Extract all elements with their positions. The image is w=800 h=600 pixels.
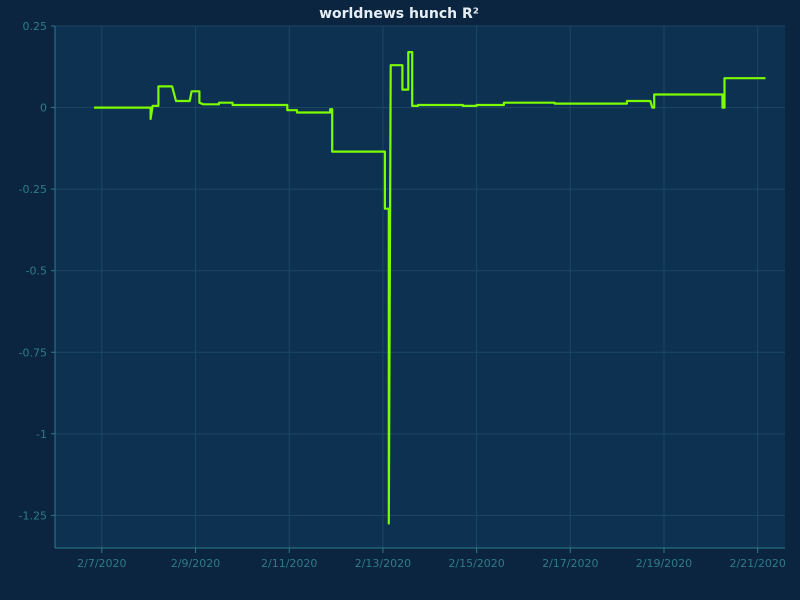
x-tick-label: 2/11/2020 <box>261 557 317 570</box>
grid <box>55 25 785 548</box>
plot-area <box>55 26 785 548</box>
chart-title: worldnews hunch R² <box>319 6 479 22</box>
series <box>94 51 766 525</box>
x-tick-label: 2/19/2020 <box>636 557 692 570</box>
x-tick-label: 2/17/2020 <box>542 557 598 570</box>
y-tick-label: 0 <box>40 102 47 115</box>
y-tick-label: -1.25 <box>19 509 47 522</box>
x-tick-label: 2/9/2020 <box>171 557 220 570</box>
y-tick-label: -0.75 <box>19 346 47 359</box>
x-tick-label: 2/13/2020 <box>355 557 411 570</box>
axes <box>51 25 785 553</box>
y-tick-label: -0.5 <box>26 265 47 278</box>
x-tick-labels: 2/7/2020 2/9/2020 2/11/2020 2/13/2020 2/15/2… <box>77 557 786 570</box>
series-line-1 <box>94 51 766 525</box>
y-tick-label: -0.25 <box>19 183 47 196</box>
x-tick-label: 2/7/2020 <box>77 557 126 570</box>
y-tick-label: -1 <box>36 428 47 441</box>
x-tick-label: 2/15/2020 <box>448 557 504 570</box>
x-tick-label: 2/21/2020 <box>729 557 785 570</box>
y-tick-labels: 0.25 0 -0.25 -0.5 -0.75 -1 -1.25 <box>19 20 47 522</box>
y-tick-label: 0.25 <box>23 20 48 33</box>
